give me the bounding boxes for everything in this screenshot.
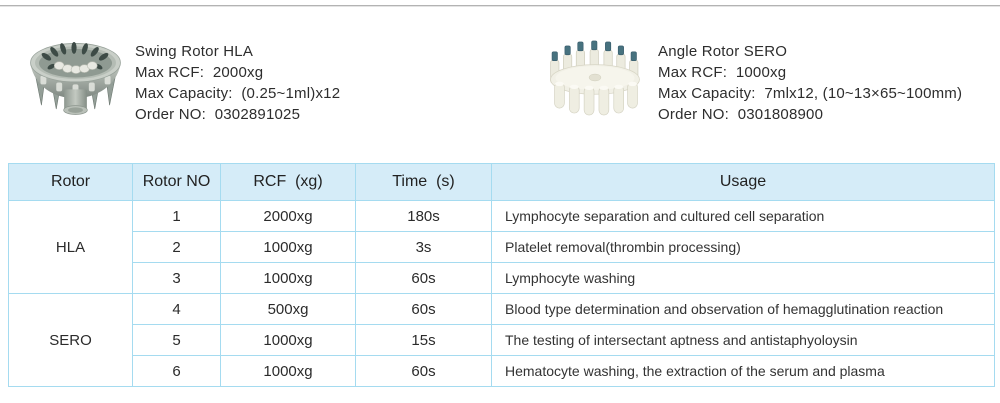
spec-max-rcf: Max RCF: 1000xg (658, 64, 787, 81)
cell-time: 60s (355, 262, 492, 294)
cell-rotor-no: 1 (132, 200, 221, 232)
cell-time: 60s (355, 355, 492, 387)
table-row: 5 1000xg 15s The testing of intersectant… (9, 324, 995, 356)
header-rotor-no: Rotor NO (132, 163, 221, 201)
cell-usage: Hematocyte washing, the extraction of th… (491, 355, 995, 387)
table-header-row: Rotor Rotor NO RCF (xg) Time (s) Usage (8, 163, 995, 201)
cell-rotor-no: 2 (132, 231, 221, 263)
cell-time: 15s (355, 324, 492, 356)
swing-rotor-image (30, 41, 121, 115)
cell-time: 60s (355, 293, 492, 325)
spec-order-no: Order NO: 0301808900 (658, 106, 824, 123)
cell-rotor-group: HLA (8, 200, 133, 294)
table-row: 3 1000xg 60s Lymphocyte washing (9, 262, 995, 294)
product-title: Angle Rotor SERO (658, 43, 788, 60)
cell-rcf: 1000xg (220, 324, 356, 356)
cell-rcf: 1000xg (220, 262, 356, 294)
rotor-program-table: Rotor Rotor NO RCF (xg) Time (s) Usage H… (8, 163, 995, 387)
cell-rcf: 2000xg (220, 200, 356, 232)
cell-usage: Platelet removal(thrombin processing) (491, 231, 995, 263)
table-row: HLA 1 2000xg 180s Lymphocyte separation … (8, 200, 995, 294)
spec-max-capacity: Max Capacity: 7mlx12, (10~13×65~100mm) (658, 85, 963, 102)
product-title: Swing Rotor HLA (135, 43, 254, 60)
angle-rotor-image (550, 40, 640, 116)
cell-usage: Blood type determination and observation… (491, 293, 995, 325)
product-card-swing-rotor: Swing Rotor HLA Max RCF: 2000xg Max Capa… (28, 38, 340, 125)
cell-rotor-no: 6 (132, 355, 221, 387)
header-time: Time (s) (355, 163, 492, 201)
spec-max-capacity: Max Capacity: (0.25~1ml)x12 (135, 85, 341, 102)
top-divider (0, 5, 1000, 7)
product-card-angle-rotor: Angle Rotor SERO Max RCF: 1000xg Max Cap… (544, 38, 962, 125)
header-usage: Usage (491, 163, 995, 201)
header-rcf: RCF (xg) (220, 163, 356, 201)
spec-max-rcf: Max RCF: 2000xg (135, 64, 264, 81)
spec-order-no: Order NO: 0302891025 (135, 106, 301, 123)
cell-rotor-group: SERO (8, 293, 133, 387)
table-row: SERO 4 500xg 60s Blood type determinatio… (8, 293, 995, 387)
table-row: 2 1000xg 3s Platelet removal(thrombin pr… (9, 231, 995, 263)
header-rotor: Rotor (8, 163, 133, 201)
cell-time: 3s (355, 231, 492, 263)
product-spec-block: Angle Rotor SERO Max RCF: 1000xg Max Cap… (658, 38, 962, 125)
cell-time: 180s (355, 200, 492, 232)
product-spec-block: Swing Rotor HLA Max RCF: 2000xg Max Capa… (135, 38, 340, 125)
cell-rotor-no: 4 (132, 293, 221, 325)
cell-usage: Lymphocyte separation and cultured cell … (491, 200, 995, 232)
cell-usage: The testing of intersectant aptness and … (491, 324, 995, 356)
cell-rcf: 1000xg (220, 355, 356, 387)
cell-rcf: 500xg (220, 293, 356, 325)
cell-rotor-no: 5 (132, 324, 221, 356)
cell-usage: Lymphocyte washing (491, 262, 995, 294)
cell-rotor-no: 3 (132, 262, 221, 294)
cell-rcf: 1000xg (220, 231, 356, 263)
table-row: 6 1000xg 60s Hematocyte washing, the ext… (9, 355, 995, 387)
